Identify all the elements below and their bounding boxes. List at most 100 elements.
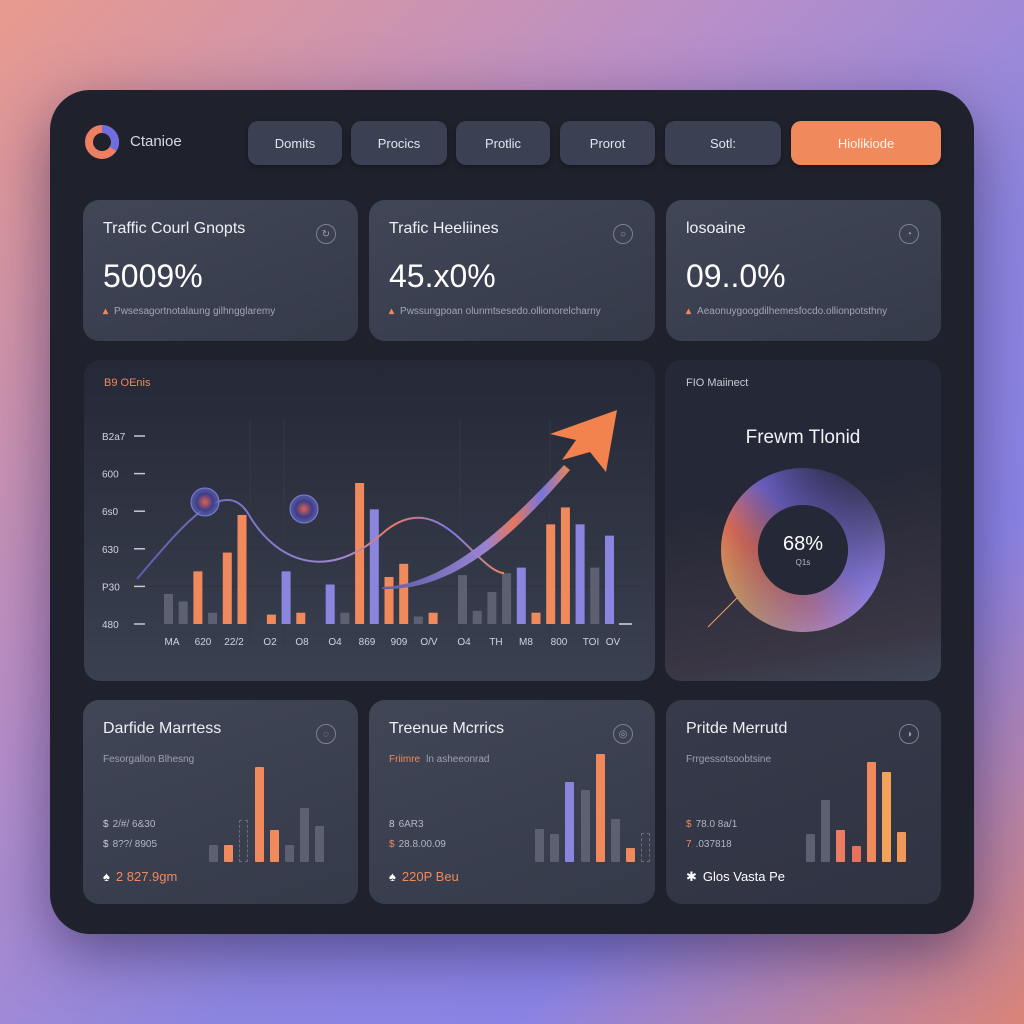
metric-sub-highlight: Friimre bbox=[389, 754, 421, 765]
y-tick-label: 480 bbox=[102, 620, 119, 631]
mini-bar bbox=[224, 845, 234, 862]
line-key: 7 bbox=[686, 839, 692, 850]
bar bbox=[428, 612, 438, 624]
bar bbox=[325, 584, 335, 624]
dashboard-window: Ctanioe Domits Procics Protlic Prorot So… bbox=[50, 90, 974, 934]
donut-label: FIO Maiinect bbox=[686, 377, 749, 389]
metric-line: $8??/ 8905 bbox=[103, 839, 157, 850]
kpi-desc: ▴ Pwssungpoan olunmtsesedo.ollionorelchar… bbox=[389, 306, 601, 317]
kpi-title: losoaine bbox=[686, 220, 746, 237]
mini-bar bbox=[626, 848, 636, 862]
metric-sub: Fesorgallon Blhesng bbox=[103, 754, 194, 765]
donut-ring-highlight bbox=[721, 468, 885, 632]
mini-bar bbox=[897, 832, 907, 862]
chat-icon[interactable]: ◔ bbox=[899, 224, 919, 244]
mini-bar bbox=[315, 826, 325, 862]
mini-bar bbox=[595, 754, 605, 862]
metric-line: 8 6AR3 bbox=[389, 819, 424, 830]
y-tick-label: 630 bbox=[102, 545, 119, 556]
bar bbox=[516, 567, 526, 624]
bar bbox=[222, 552, 232, 624]
donut-hole bbox=[758, 505, 848, 595]
mini-bar bbox=[239, 820, 249, 862]
x-tick-label: OV bbox=[606, 637, 621, 648]
y-tick-label: 6s0 bbox=[102, 507, 119, 518]
mini-bar bbox=[580, 790, 590, 862]
refresh-icon[interactable]: ↻ bbox=[316, 224, 336, 244]
nav-button-1[interactable]: Domits bbox=[248, 121, 342, 165]
x-tick-label: 869 bbox=[359, 637, 376, 648]
bar bbox=[355, 483, 365, 624]
bar bbox=[546, 524, 556, 624]
bar bbox=[369, 509, 379, 624]
line-key: $ bbox=[686, 819, 692, 830]
data-point-orb bbox=[289, 494, 319, 524]
clock-icon[interactable]: ◑ bbox=[899, 724, 919, 744]
kpi-title: Traffic Courl Gnopts bbox=[103, 220, 246, 237]
bar bbox=[340, 612, 350, 624]
bar bbox=[266, 614, 276, 624]
bar bbox=[237, 514, 247, 624]
metric-sub: Friimre ln asheeonrad bbox=[389, 754, 490, 765]
nav-button-active[interactable]: Hiolikiode bbox=[791, 121, 941, 165]
x-tick-label: O8 bbox=[295, 637, 309, 648]
bar bbox=[560, 507, 570, 624]
x-tick-label: 800 bbox=[551, 637, 568, 648]
line-value: .037818 bbox=[695, 839, 732, 850]
brand-logo-icon bbox=[85, 124, 120, 159]
nav-button-5[interactable]: Sotl: bbox=[665, 121, 781, 165]
bar bbox=[575, 524, 585, 624]
x-tick-label: 909 bbox=[391, 637, 408, 648]
kpi-value: 09..0% bbox=[686, 258, 786, 294]
flame-icon: ▴ bbox=[103, 306, 109, 317]
info-icon[interactable]: ◌ bbox=[316, 724, 336, 744]
kpi-card: Trafic Heeliines ○ 45.x0% ▴ Pwssungpoan o… bbox=[369, 200, 655, 341]
donut-pointer bbox=[707, 596, 739, 628]
flame-icon: ▴ bbox=[389, 306, 395, 317]
metric-card: Treenue Mcrrics ◎ Friimre ln asheeonrad 8… bbox=[369, 700, 655, 904]
nav-button-3[interactable]: Protlic bbox=[456, 121, 550, 165]
metric-value-icon: ♠ bbox=[389, 869, 396, 884]
bar bbox=[193, 571, 203, 624]
metric-sub-text: Fesorgallon Blhesng bbox=[103, 754, 195, 765]
donut-card: FIO Maiinect Frewm Tlonid 68% Q1s bbox=[665, 360, 941, 681]
donut-title: Frewm Tlonid bbox=[745, 427, 861, 448]
bar bbox=[178, 601, 188, 624]
main-bar-chart: B2a7 600 6s0 630 P30 480 MA 620 22/2 O2 O8 O4 869 909… bbox=[102, 410, 639, 648]
x-tick-label: O/V bbox=[420, 637, 438, 648]
bar bbox=[487, 592, 497, 624]
circle-icon[interactable]: ○ bbox=[613, 224, 633, 244]
chart-label: B9 OEnis bbox=[104, 377, 151, 389]
target-icon[interactable]: ◎ bbox=[613, 724, 633, 744]
metric-line: $2/#/ 6&30 bbox=[103, 819, 155, 830]
mini-bar bbox=[285, 845, 294, 862]
line-key: $ bbox=[389, 839, 395, 850]
trend-arrow-head-icon bbox=[550, 410, 617, 472]
kpi-desc-text: Pwsesagortnotalaung gilhngglaremy bbox=[114, 306, 276, 317]
kpi-desc-text: Aeaonuygoogdilhemesfocdo.ollionpotsthny bbox=[697, 306, 888, 317]
mini-bar bbox=[565, 782, 575, 862]
bar bbox=[531, 612, 541, 624]
kpi-card: Traffic Courl Gnopts ↻ 5009% ▴ Pwsesagort… bbox=[83, 200, 358, 341]
x-tick-label: O4 bbox=[457, 637, 471, 648]
line-value: 78.0 8a/1 bbox=[695, 819, 738, 830]
nav-button-4[interactable]: Prorot bbox=[560, 121, 655, 165]
metric-value-icon: ✱ bbox=[686, 869, 697, 884]
mini-bar bbox=[300, 808, 310, 862]
line-value: 28.8.00.09 bbox=[398, 839, 446, 850]
mini-bar bbox=[269, 830, 279, 862]
metric-value-text: Glos Vasta Pe bbox=[702, 869, 786, 884]
main-chart-card: B9 OEnis B2a7 600 6s0 630 P30 480 MA 620 22/2 O2 O… bbox=[84, 360, 655, 681]
donut-value: 68% bbox=[782, 533, 824, 555]
bar bbox=[208, 612, 218, 624]
mini-bar bbox=[550, 834, 560, 862]
nav-button-2[interactable]: Procics bbox=[351, 121, 447, 165]
bar bbox=[399, 563, 409, 624]
trend-arrow-body bbox=[382, 465, 570, 590]
flame-icon: ▴ bbox=[686, 306, 692, 317]
metric-sub-text: ln asheeonrad bbox=[426, 754, 490, 765]
mini-bar bbox=[882, 772, 891, 862]
kpi-card: losoaine ◔ 09..0% ▴ Aeaonuygoogdilhemesfo… bbox=[666, 200, 941, 341]
metric-sub: Frrgessotsoobtsine bbox=[686, 754, 771, 765]
mini-bar bbox=[866, 762, 876, 862]
